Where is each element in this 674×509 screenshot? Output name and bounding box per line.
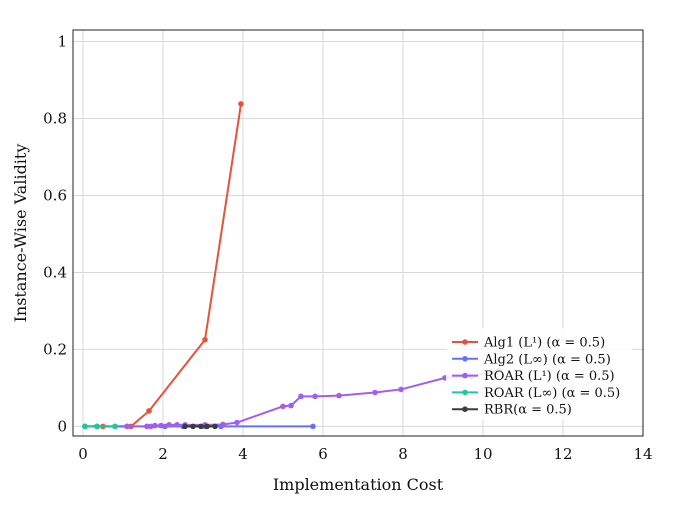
data-point: [372, 389, 378, 396]
data-point: [166, 422, 172, 428]
data-point: [146, 408, 152, 414]
data-point: [82, 423, 88, 430]
x-tick-label: 4: [238, 445, 248, 463]
data-point: [124, 423, 130, 430]
data-point: [280, 403, 286, 410]
data-point: [182, 423, 188, 430]
x-tick-label: 10: [473, 445, 492, 463]
legend-label: RBR(α = 0.5): [484, 403, 572, 418]
series-line: [127, 369, 500, 428]
legend-marker: [462, 339, 468, 345]
legend-marker: [462, 356, 468, 362]
data-point: [144, 423, 150, 430]
legend-marker: [462, 406, 468, 413]
legend-item: RBR(α = 0.5): [452, 403, 572, 418]
y-tick-label: 0.6: [43, 186, 67, 204]
legend-label: Alg2 (L∞) (α = 0.5): [483, 352, 611, 367]
legend-item: ROAR (L¹) (α = 0.5): [452, 369, 615, 384]
y-tick-label: 0: [57, 417, 67, 435]
y-axis-title: Instance-Wise Validity: [11, 144, 30, 323]
x-tick-label: 12: [553, 445, 572, 463]
data-point: [112, 423, 118, 430]
data-point: [198, 423, 204, 430]
data-point: [238, 101, 244, 107]
x-tick-label: 14: [633, 445, 652, 463]
series-4: [182, 423, 218, 430]
data-point: [190, 423, 196, 430]
data-point: [158, 422, 164, 429]
data-point: [202, 336, 208, 343]
legend-marker: [462, 372, 468, 379]
data-point: [336, 392, 342, 399]
y-tick-label: 0.2: [43, 340, 67, 358]
data-point: [212, 423, 218, 430]
data-point: [220, 421, 226, 428]
data-point: [174, 422, 180, 428]
legend-box: [446, 328, 632, 420]
data-point: [398, 386, 404, 393]
y-tick-label: 0.4: [43, 263, 67, 281]
legend-label: ROAR (L∞) (α = 0.5): [484, 386, 620, 401]
x-tick-label: 2: [158, 445, 168, 463]
legend-item: Alg1 (L¹) (α = 0.5): [452, 336, 605, 351]
x-axis-title: Implementation Cost: [273, 475, 444, 494]
legend-item: ROAR (L∞) (α = 0.5): [452, 386, 620, 401]
x-tick-label: 0: [78, 445, 88, 463]
x-tick-label: 6: [318, 445, 328, 463]
data-point: [234, 419, 240, 426]
data-point: [204, 423, 210, 430]
plot-frame: [72, 29, 644, 437]
legend: Alg1 (L¹) (α = 0.5)Alg2 (L∞) (α = 0.5) RO…: [446, 328, 632, 420]
x-tick-label: 8: [398, 445, 408, 463]
data-point: [312, 393, 318, 400]
legend-label: Alg1 (L¹) (α = 0.5): [483, 336, 605, 351]
data-point: [94, 423, 100, 430]
y-tick-label: 0.8: [43, 110, 67, 128]
data-point: [310, 423, 316, 430]
data-point: [298, 393, 304, 400]
data-point: [288, 402, 294, 409]
legend-item: Alg2 (L∞) (α = 0.5): [452, 352, 611, 367]
legend-marker: [462, 389, 468, 396]
legend-label: ROAR (L¹) (α = 0.5): [484, 369, 615, 384]
series-3: [82, 423, 118, 430]
data-point: [152, 422, 158, 429]
y-tick-label: 1: [57, 33, 67, 51]
